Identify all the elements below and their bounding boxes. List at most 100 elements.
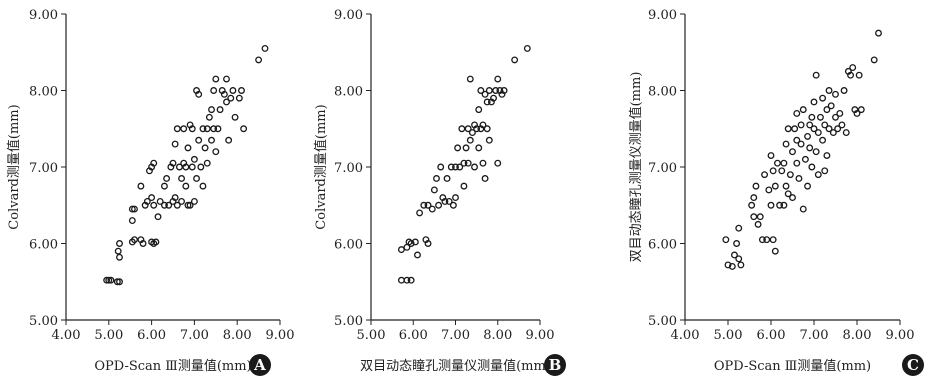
data-point: [823, 106, 831, 114]
data-point: [456, 163, 464, 171]
data-point: [128, 205, 136, 213]
data-point: [834, 125, 842, 133]
data-point: [814, 171, 822, 179]
data-point: [786, 171, 794, 179]
data-point: [829, 129, 837, 137]
data-point: [855, 71, 863, 79]
data-point: [468, 129, 476, 137]
data-point: [197, 163, 205, 171]
data-point: [424, 201, 432, 209]
data-point: [789, 148, 796, 156]
data-point: [184, 201, 192, 209]
data-point: [407, 240, 415, 247]
data-point: [201, 144, 209, 152]
data-point: [814, 129, 822, 137]
data-point: [853, 109, 861, 117]
data-point: [847, 71, 854, 79]
data-point: [397, 276, 405, 284]
data-point: [771, 182, 779, 190]
x-axis-label: OPD-Scan Ⅲ测量值(mm): [714, 358, 871, 374]
data-point: [240, 125, 248, 133]
x-tick-label: 9.00: [526, 328, 555, 343]
data-point: [778, 167, 786, 175]
x-tick-label: 8.00: [223, 328, 252, 343]
data-point: [523, 44, 531, 52]
data-point: [199, 125, 207, 133]
x-tick-label: 9.00: [886, 328, 915, 343]
panel-a: 4.00 5.00 6.00 7.00 8.00 9.005.006.007.008.00…: [6, 8, 294, 376]
data-point: [819, 136, 827, 144]
data-point: [205, 113, 213, 121]
data-point: [799, 106, 807, 114]
data-point: [216, 106, 224, 114]
data-point: [754, 220, 762, 228]
data-point: [731, 251, 738, 259]
data-point: [724, 261, 732, 269]
data-point: [466, 75, 474, 83]
data-point: [441, 197, 449, 205]
data-point: [464, 159, 472, 167]
data-point: [870, 56, 878, 64]
data-point: [823, 152, 831, 159]
data-point: [255, 56, 263, 64]
data-point: [752, 182, 760, 190]
data-point: [430, 186, 438, 194]
data-point: [804, 182, 811, 190]
data-point: [806, 144, 814, 152]
data-point: [735, 224, 743, 232]
panel-letter-badge: [249, 354, 271, 376]
data-point: [182, 163, 190, 171]
data-point: [397, 246, 405, 254]
x-tick-label: 6.00: [137, 328, 166, 343]
x-tick-label: 6.00: [757, 328, 786, 343]
data-point: [789, 194, 796, 202]
data-point: [169, 159, 177, 167]
data-point: [825, 87, 833, 94]
data-point: [212, 75, 220, 83]
data-point: [733, 240, 741, 247]
data-point: [756, 213, 764, 221]
data-point: [735, 255, 743, 263]
data-point: [160, 201, 168, 209]
x-tick-label: 9.00: [266, 328, 295, 343]
data-point: [128, 217, 136, 224]
data-point: [223, 98, 230, 106]
x-tick-label: 4.00: [671, 328, 700, 343]
data-point: [447, 163, 455, 171]
data-point: [801, 155, 809, 163]
data-point: [188, 163, 196, 171]
data-point: [137, 182, 145, 190]
panel-c: 4.00 5.00 6.00 7.00 8.00 9.005.006.007.008.00…: [628, 8, 924, 376]
data-point: [763, 236, 771, 244]
data-point: [780, 159, 788, 167]
y-tick-label: 7.00: [334, 161, 363, 176]
y-tick-label: 8.00: [29, 85, 58, 100]
y-tick-label: 9.00: [648, 8, 677, 23]
x-tick-label: 5.00: [94, 328, 123, 343]
panel-letter-badge: [544, 354, 566, 376]
data-point: [483, 98, 491, 106]
data-point: [180, 125, 188, 133]
data-point: [210, 87, 218, 94]
data-point: [116, 278, 123, 286]
data-point: [214, 125, 222, 133]
data-point: [462, 144, 470, 152]
data-point: [223, 75, 230, 83]
data-point: [173, 125, 181, 133]
data-point: [424, 240, 432, 247]
data-point: [113, 278, 121, 286]
data-point: [804, 132, 811, 140]
data-point: [485, 87, 493, 94]
data-point: [203, 125, 211, 133]
data-point: [152, 238, 160, 246]
data-point: [812, 148, 820, 156]
data-point: [171, 140, 179, 148]
data-point: [494, 159, 502, 167]
data-point: [460, 182, 468, 190]
data-point: [758, 236, 766, 244]
data-point: [832, 90, 839, 98]
data-point: [173, 201, 181, 209]
data-point: [857, 106, 865, 114]
panel-letter: B: [549, 356, 562, 374]
data-point: [182, 182, 190, 190]
